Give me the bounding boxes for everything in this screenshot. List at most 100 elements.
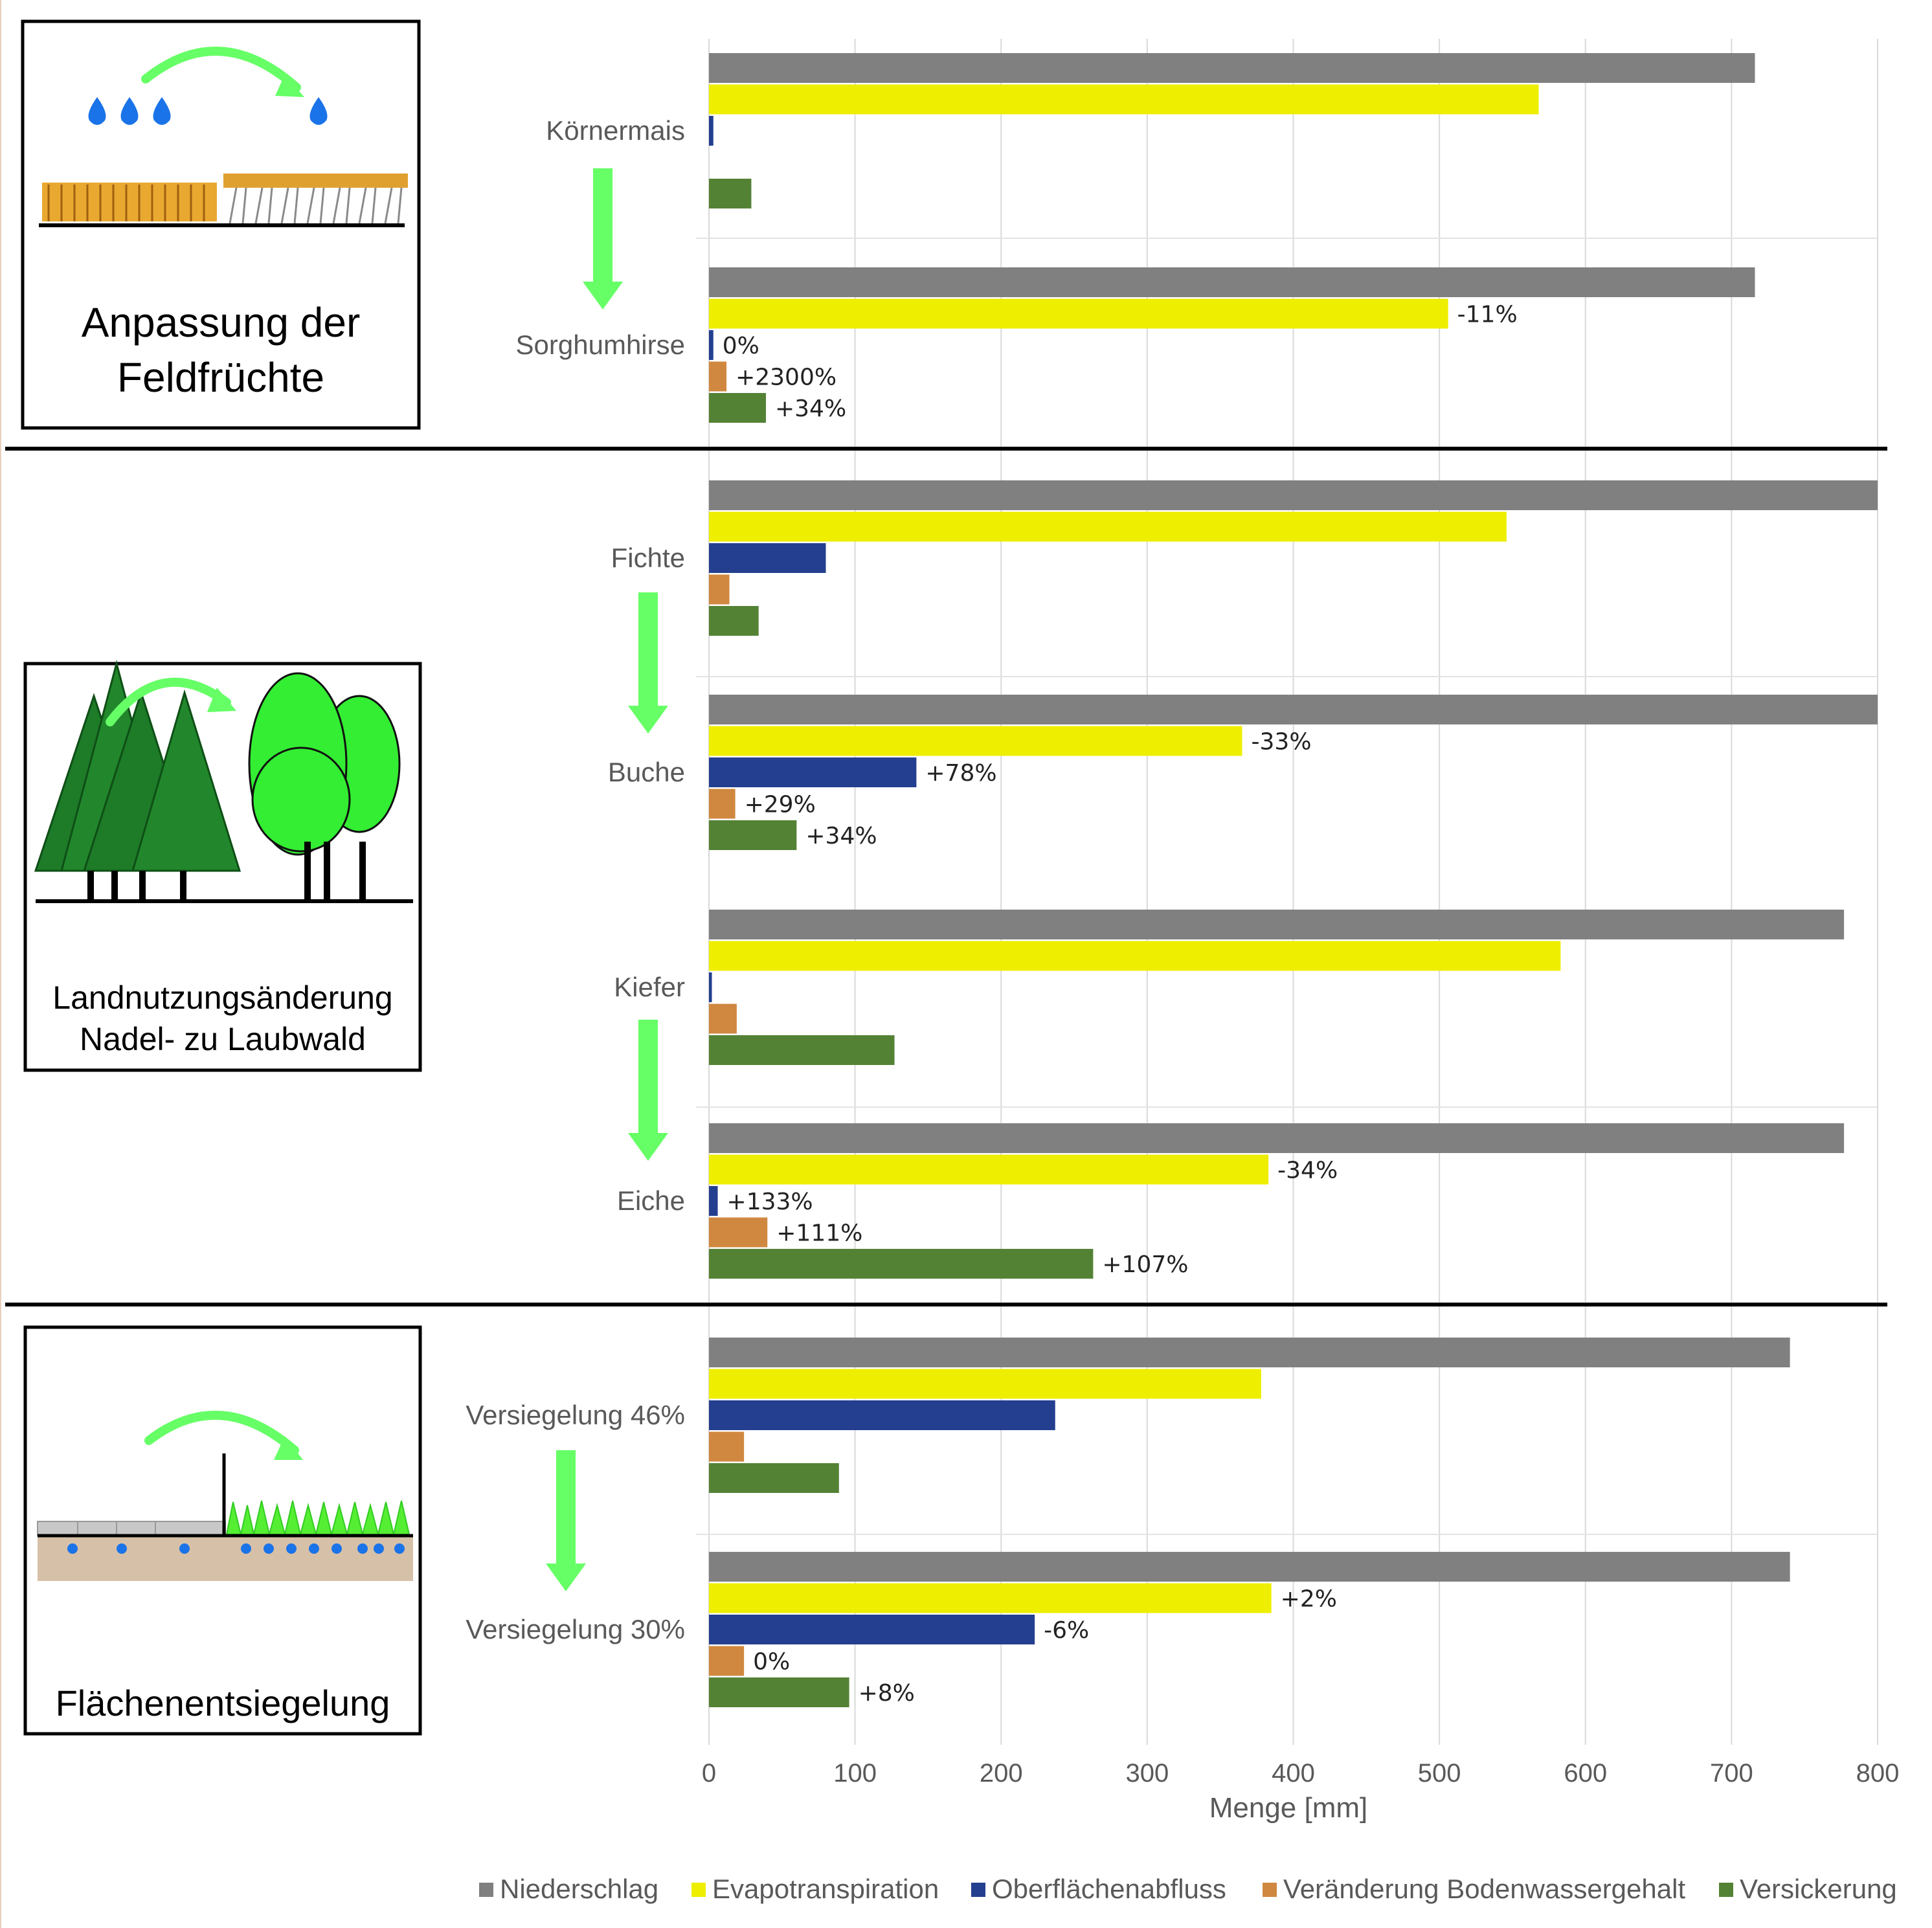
panel-title-line1: Flächenentsiegelung (56, 1683, 390, 1723)
panel-title-line1: Anpassung der (82, 299, 361, 346)
category-label: Versiegelung 46% (466, 1400, 685, 1430)
bar-oberflaechenabfluss (709, 972, 712, 1002)
bar-versickerung (709, 1463, 839, 1493)
legend-label-versickerung: Versickerung (1740, 1874, 1897, 1904)
deciduous-trees-icon (248, 672, 401, 900)
bar-evapotranspiration (709, 1583, 1272, 1613)
x-tick-label: 800 (1856, 1759, 1900, 1788)
curved-arrow-icon (144, 1410, 299, 1455)
bar-evapotranspiration (709, 1154, 1269, 1185)
bar-niederschlag (709, 1123, 1845, 1153)
value-label: +111% (776, 1220, 862, 1247)
category-labels: Körnermais Sorghumhirse Fichte Buche Kiefer E… (466, 115, 685, 1644)
bar-niederschlag (709, 1552, 1790, 1582)
x-tick-label: 700 (1710, 1759, 1753, 1788)
bar-versickerung (709, 820, 797, 850)
bar-evapotranspiration (709, 941, 1561, 971)
legend-swatch-evapotranspiration (691, 1883, 706, 1897)
category-label: Kiefer (614, 972, 685, 1002)
legend-label-oberflaechenabfluss: Oberflächenabfluss (992, 1874, 1226, 1904)
value-label: -33% (1252, 729, 1312, 756)
category-label: Sorghumhirse (516, 330, 685, 360)
arrow-down-icon-2 (628, 592, 668, 734)
bar-versickerung (709, 393, 766, 423)
panel-title-line2: Feldfrüchte (117, 354, 324, 401)
value-label: +2% (1281, 1586, 1337, 1613)
legend: Niederschlag Evapotranspiration Oberfläche… (479, 1874, 1897, 1904)
x-tick-label: 300 (1126, 1759, 1169, 1788)
maize-field-icon (42, 183, 217, 221)
legend-swatch-oberflaechenabfluss (971, 1883, 985, 1897)
x-axis-label: Menge [mm] (1209, 1792, 1368, 1824)
bar-oberflaechenabfluss (709, 543, 826, 573)
category-label: Fichte (611, 543, 685, 573)
category-label: Eiche (617, 1185, 685, 1216)
legend-swatch-bodenwasser (1263, 1883, 1277, 1897)
value-label: -6% (1044, 1617, 1089, 1644)
sorghum-field-icon (223, 174, 408, 224)
bar-evapotranspiration (709, 511, 1507, 542)
value-label: +8% (859, 1680, 915, 1707)
panel-title-line2: Nadel- zu Laubwald (80, 1021, 366, 1057)
bar-evapotranspiration (709, 726, 1242, 756)
x-tick-label: 100 (833, 1759, 877, 1788)
bar-niederschlag (709, 267, 1755, 297)
water-drops-icon (67, 1543, 405, 1554)
value-label: +107% (1102, 1251, 1188, 1278)
bar-bodenwasser (709, 574, 730, 605)
panel-unsealing: Flächenentsiegelung (23, 1325, 422, 1736)
bar-oberflaechenabfluss (709, 1615, 1035, 1644)
value-label: +34% (805, 823, 877, 849)
bar-niederschlag (709, 480, 1878, 510)
bar-niederschlag (709, 910, 1845, 939)
bar-niederschlag (709, 53, 1755, 83)
bar-oberflaechenabfluss (709, 1186, 718, 1216)
bar-oberflaechenabfluss (709, 1400, 1055, 1430)
curved-arrow-icon (106, 677, 231, 726)
legend-swatch-versickerung (1719, 1883, 1733, 1897)
bar-niederschlag (709, 1338, 1790, 1367)
x-tick-label: 400 (1272, 1759, 1315, 1788)
conifer-trees-icon (34, 660, 242, 900)
category-label: Buche (608, 757, 685, 787)
arrow-down-icon-1 (583, 168, 623, 309)
bar-evapotranspiration (709, 84, 1539, 115)
bar-bodenwasser (709, 361, 727, 392)
value-label: 0% (753, 1649, 790, 1676)
bar-versickerung (709, 606, 759, 636)
bar-oberflaechenabfluss (709, 116, 713, 146)
curved-arrow-icon (141, 47, 301, 92)
category-label: Körnermais (546, 115, 685, 146)
bar-bodenwasser (709, 1217, 768, 1248)
bar-bodenwasser (709, 1431, 745, 1462)
x-tick-label: 200 (980, 1759, 1023, 1788)
legend-swatch-niederschlag (479, 1883, 493, 1897)
water-drops-icon (88, 97, 328, 125)
value-labels: -11% 0% +2300% +34% -33% +78% +29% +34% -34% +133… (723, 302, 1518, 1707)
bar-bodenwasser (709, 1646, 745, 1676)
bar-oberflaechenabfluss (709, 757, 917, 787)
legend-label-evapotranspiration: Evapotranspiration (712, 1874, 939, 1904)
bar-evapotranspiration (709, 1369, 1261, 1399)
legend-label-bodenwasser: Veränderung Bodenwassergehalt (1283, 1874, 1685, 1904)
bar-bodenwasser (709, 789, 736, 819)
bar-versickerung (709, 1035, 895, 1065)
value-label: -11% (1457, 302, 1518, 328)
x-tick-label: 600 (1564, 1759, 1607, 1788)
bar-oberflaechenabfluss (709, 330, 713, 360)
value-label: +34% (775, 396, 846, 422)
bar-niederschlag (709, 695, 1878, 724)
category-label: Versiegelung 30% (466, 1614, 685, 1644)
bar-bodenwasser (709, 1003, 737, 1034)
x-tick-label: 0 (702, 1759, 716, 1788)
bar-versickerung (709, 1249, 1094, 1279)
transition-arrows (546, 168, 668, 1591)
x-tick-label: 500 (1418, 1759, 1461, 1788)
value-label: +133% (727, 1189, 813, 1215)
panel-title-line1: Landnutzungsänderung (52, 980, 392, 1016)
soil-icon (37, 1453, 413, 1581)
panel-land-use-change: Landnutzungsänderung Nadel- zu Laubwald (23, 660, 422, 1072)
bar-versickerung (709, 1677, 849, 1707)
value-label: +29% (745, 792, 816, 818)
